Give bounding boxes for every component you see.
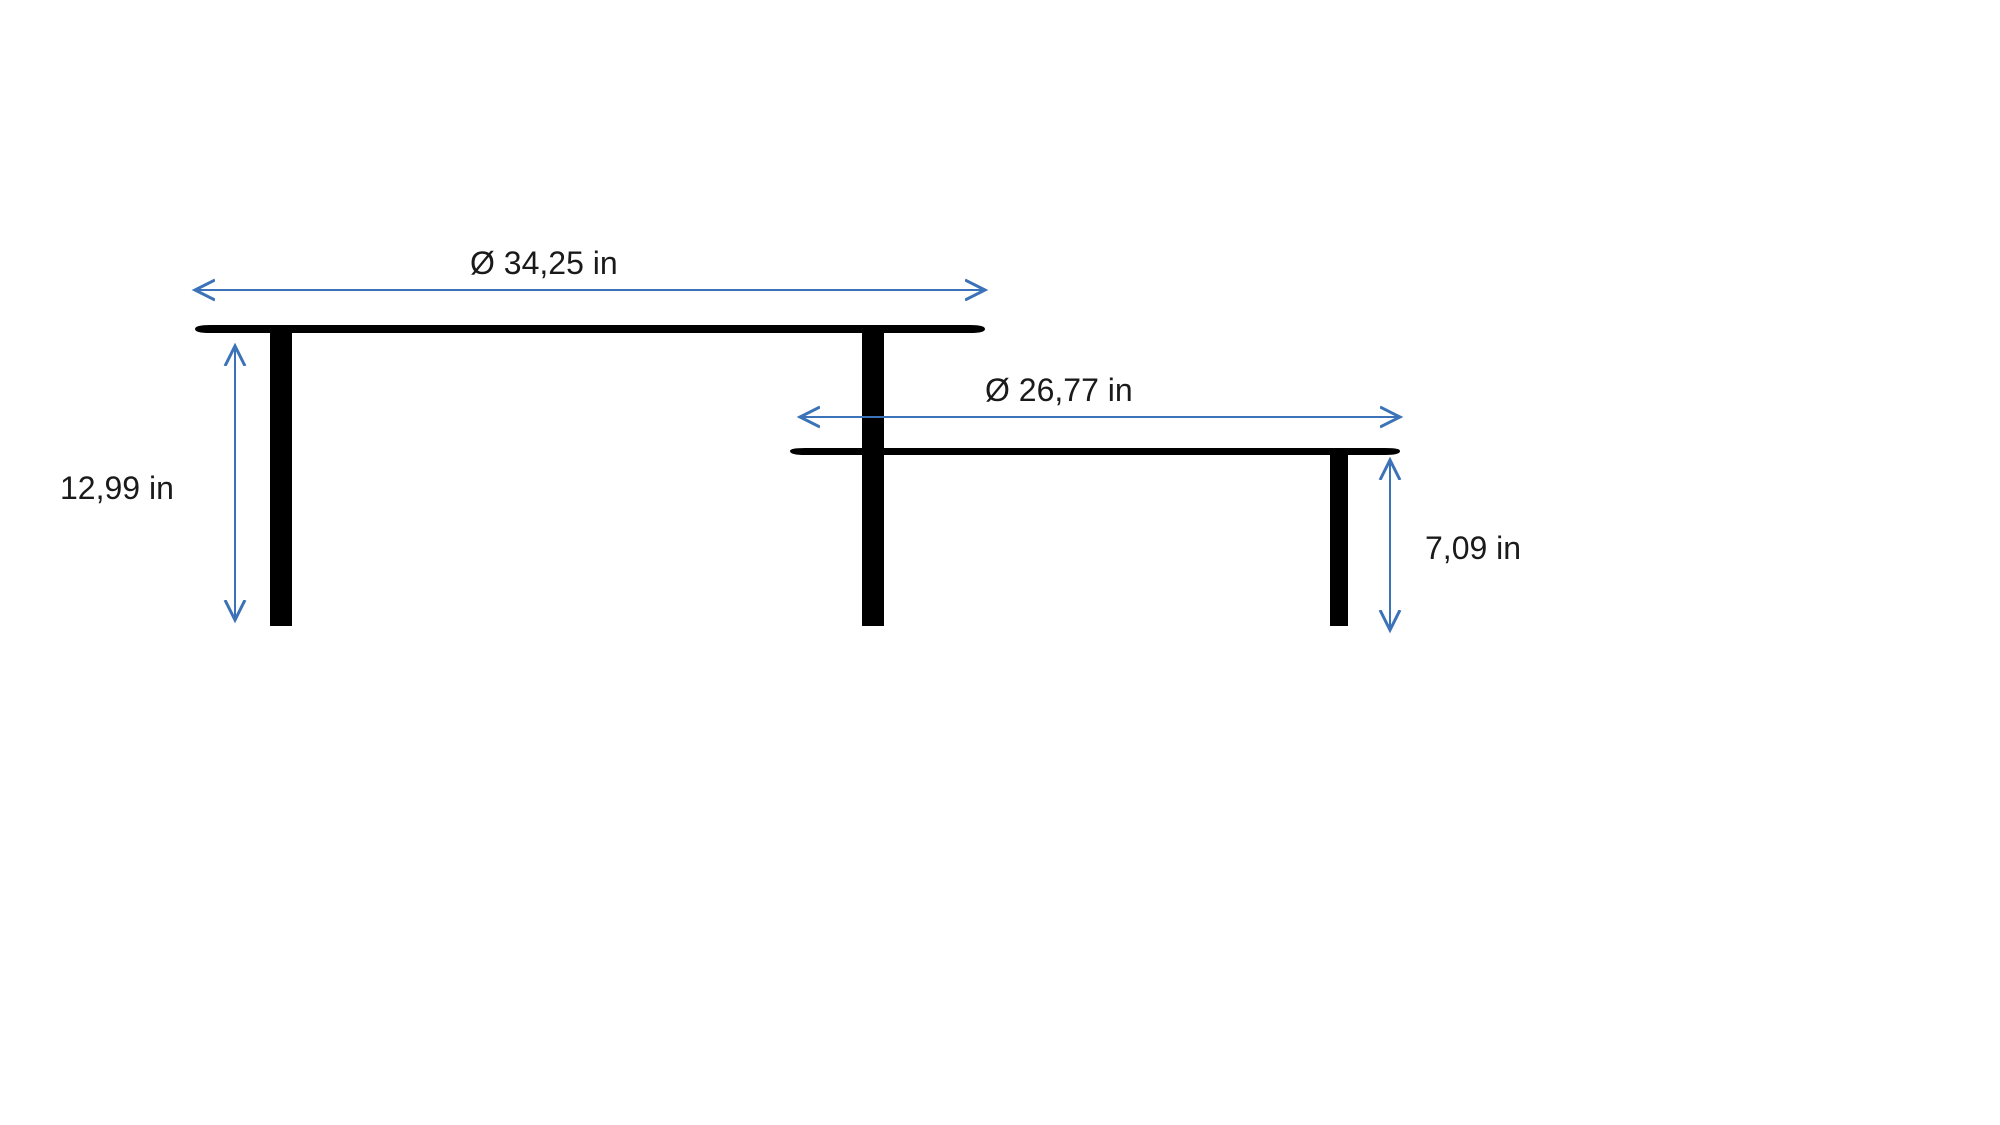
- label-table1-diameter: Ø 34,25 in: [470, 245, 618, 282]
- table-large: [195, 325, 985, 626]
- label-table2-diameter: Ø 26,77 in: [985, 372, 1133, 409]
- label-table1-height: 12,99 in: [60, 470, 174, 507]
- label-table2-height: 7,09 in: [1425, 530, 1521, 567]
- dimension-diagram: [0, 0, 2000, 1125]
